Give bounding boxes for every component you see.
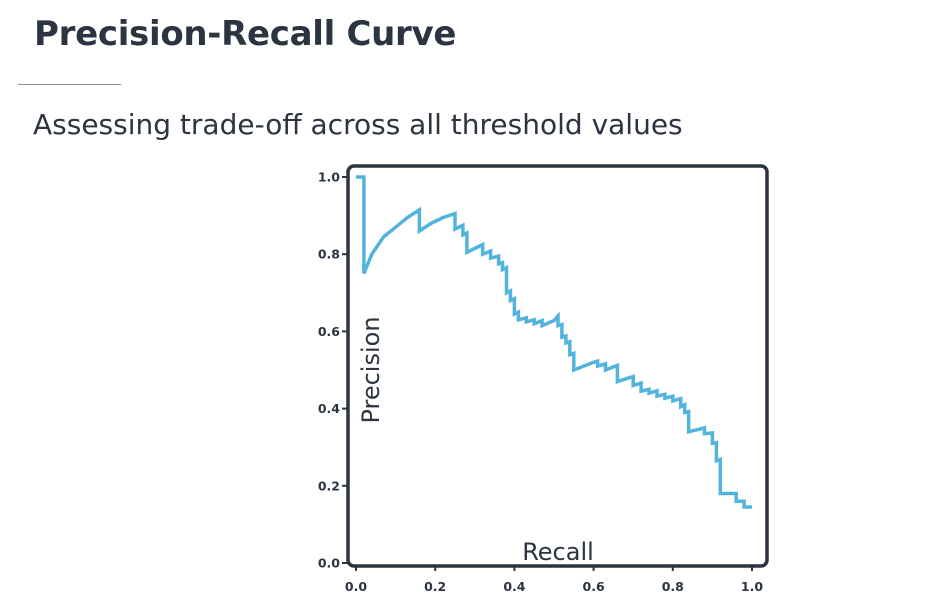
x-tick-label: 0.6	[583, 579, 605, 594]
x-tick-label: 0.0	[345, 579, 367, 594]
y-tick-label: 0.0	[318, 556, 340, 571]
x-tick-label: 0.2	[424, 579, 446, 594]
y-tick-label: 0.8	[318, 247, 340, 262]
slide-subtitle: Assessing trade-off across all threshold…	[33, 108, 683, 141]
x-axis-label: Recall	[522, 538, 594, 566]
slide-title: Precision-Recall Curve	[34, 14, 457, 54]
y-tick-label: 1.0	[318, 170, 340, 185]
y-axis-ticks: 0.0 0.2 0.4 0.6 0.8 1.0	[318, 170, 348, 571]
y-axis-label: Precision	[357, 316, 385, 423]
precision-recall-curve	[356, 175, 752, 509]
plot-frame	[346, 164, 769, 568]
x-tick-label: 0.8	[662, 579, 684, 594]
x-axis-ticks: 0.0 0.2 0.4 0.6 0.8 1.0	[345, 566, 763, 594]
title-divider	[18, 84, 121, 85]
y-tick-label: 0.4	[318, 401, 340, 416]
y-tick-label: 0.6	[318, 324, 340, 339]
y-tick-label: 0.2	[318, 478, 340, 493]
x-tick-label: 1.0	[741, 579, 763, 594]
x-tick-label: 0.4	[503, 579, 525, 594]
